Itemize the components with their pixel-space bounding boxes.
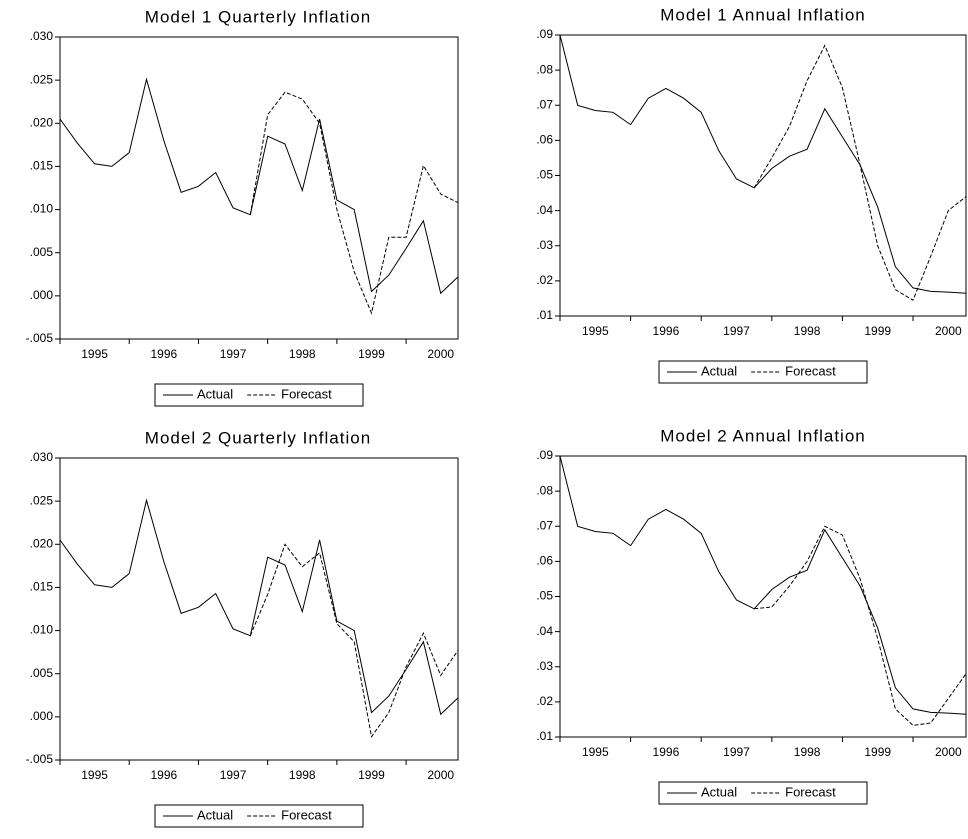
y-tick-label: .06 [536,133,553,147]
y-tick-label: .07 [536,518,553,532]
y-tick-label: .01 [536,308,553,322]
y-tick-label: .05 [536,168,553,182]
y-tick-label: .03 [536,659,553,673]
legend-label: Forecast [281,386,332,401]
legend-box [658,360,868,384]
y-tick-label: -.005 [26,331,54,345]
x-tick-label: 1996 [150,347,177,361]
legend-label: Actual [197,807,233,822]
x-tick-label: 2000 [935,324,962,338]
y-tick-label: .06 [536,554,553,568]
y-tick-label: -.005 [26,752,54,766]
y-tick-label: .04 [536,203,553,217]
y-tick-label: .020 [30,536,54,550]
y-tick-label: .025 [30,493,54,507]
x-tick-label: 2000 [935,745,962,759]
y-tick-label: .010 [30,202,54,216]
x-tick-label: 1999 [358,347,385,361]
legend-box [154,383,364,407]
series-line [559,455,967,715]
x-tick-label: 1998 [289,768,316,782]
y-tick-label: .005 [30,666,54,680]
y-tick-label: .03 [536,238,553,252]
series-line [753,44,967,301]
series-line [754,525,967,726]
x-tick-label: 1998 [794,745,821,759]
legend-label: Forecast [785,784,836,799]
y-tick-label: .025 [30,72,54,86]
x-tick-label: 1998 [794,324,821,338]
legend-label: Forecast [281,807,332,822]
x-tick-label: 1997 [723,745,750,759]
chart-title: Model 2 Annual Inflation [660,426,865,445]
chart-title: Model 2 Quarterly Inflation [145,428,371,447]
y-tick-label: .07 [536,97,553,111]
legend-box [658,781,868,805]
x-tick-label: 1997 [220,768,247,782]
x-tick-label: 1995 [81,768,108,782]
plot-frame [559,455,967,738]
y-tick-label: .020 [30,115,54,129]
legend-label: Actual [701,784,737,799]
x-tick-label: 2000 [427,768,454,782]
legend-label: Forecast [785,363,836,378]
x-tick-label: 1997 [723,324,750,338]
plot-frame [59,457,459,761]
y-tick-label: .000 [30,709,54,723]
x-tick-label: 1996 [150,768,177,782]
x-tick-label: 1999 [358,768,385,782]
x-tick-label: 1999 [864,324,891,338]
y-tick-label: .04 [536,624,553,638]
y-tick-label: .09 [536,27,553,41]
x-tick-label: 1995 [81,347,108,361]
chart-title: Model 1 Annual Inflation [660,5,865,24]
y-tick-label: .02 [536,694,553,708]
series-line [249,91,459,315]
plot-frame [559,34,967,317]
y-tick-label: .000 [30,288,54,302]
y-tick-label: .08 [536,62,553,76]
x-tick-label: 1999 [864,745,891,759]
series-line [559,34,967,294]
y-tick-label: .08 [536,483,553,497]
y-tick-label: .02 [536,273,553,287]
y-tick-label: .015 [30,580,54,594]
plot-frame [59,36,459,340]
legend-box [154,804,364,828]
y-tick-label: .030 [30,450,54,464]
chart-title: Model 1 Quarterly Inflation [145,7,371,26]
y-tick-label: .030 [30,29,54,43]
x-tick-label: 2000 [427,347,454,361]
y-tick-label: .010 [30,623,54,637]
y-tick-label: .015 [30,159,54,173]
series-line [249,543,459,738]
series-line [59,498,459,716]
legend-label: Actual [701,363,737,378]
x-tick-label: 1995 [582,745,609,759]
y-tick-label: .01 [536,729,553,743]
x-tick-label: 1997 [220,347,247,361]
x-tick-label: 1995 [582,324,609,338]
y-tick-label: .09 [536,448,553,462]
x-tick-label: 1996 [653,745,680,759]
y-tick-label: .05 [536,589,553,603]
y-tick-label: .005 [30,245,54,259]
legend-label: Actual [197,386,233,401]
series-line [59,77,459,295]
x-tick-label: 1996 [653,324,680,338]
x-tick-label: 1998 [289,347,316,361]
